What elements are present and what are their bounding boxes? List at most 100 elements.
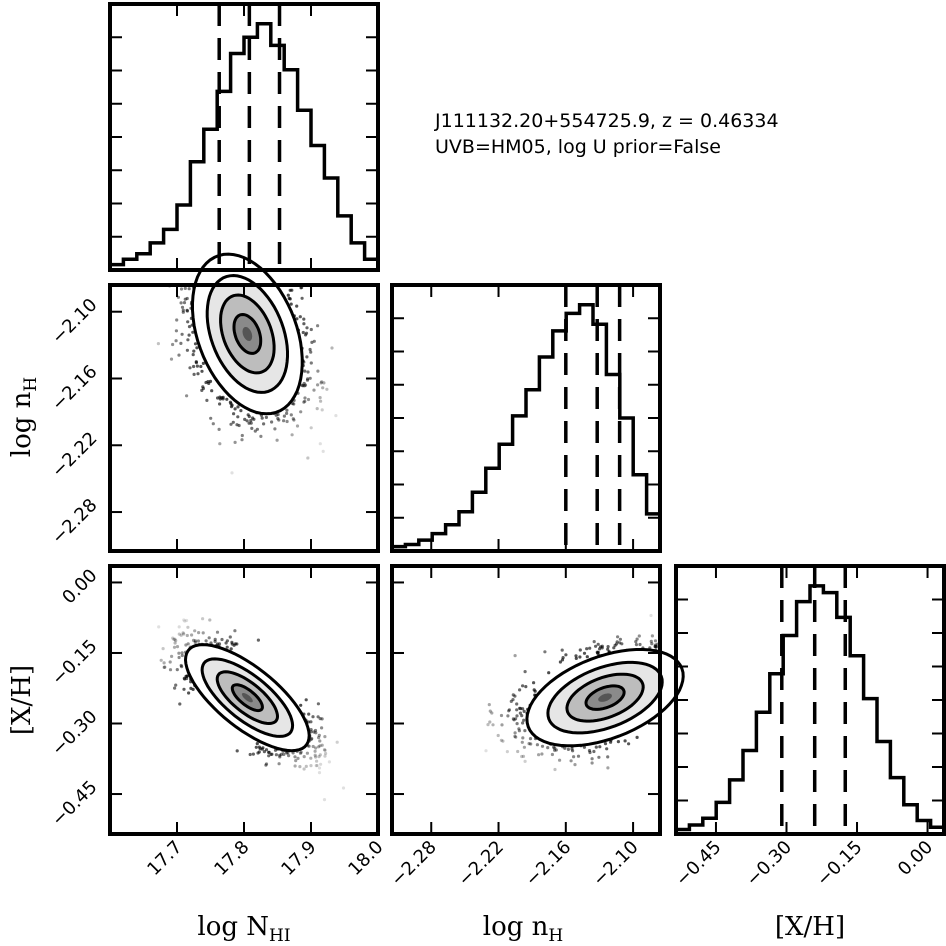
scatter-point xyxy=(320,743,324,747)
scatter-point xyxy=(193,640,197,645)
scatter-point xyxy=(323,754,327,758)
scatter-point xyxy=(689,679,692,682)
scatter-point xyxy=(227,243,230,246)
scatter-point xyxy=(516,749,520,754)
y-tick-label-log n_H-1: −2.22 xyxy=(48,428,102,482)
scatter-point xyxy=(303,396,307,400)
scatter-point xyxy=(522,718,526,722)
contour-level-1.5 xyxy=(219,293,276,375)
scatter-point xyxy=(315,759,319,763)
scatter-point xyxy=(162,665,166,670)
scatter-point xyxy=(269,752,273,757)
scatter-point xyxy=(585,655,589,659)
scatter-point xyxy=(513,734,517,739)
scatter-point xyxy=(513,654,517,658)
scatter-point xyxy=(294,759,298,763)
scatter-point xyxy=(320,408,324,412)
scatter-point xyxy=(320,380,324,384)
scatter-point xyxy=(204,639,208,643)
hist-layer xyxy=(108,4,946,834)
scatter-point xyxy=(582,651,587,655)
scatter-point xyxy=(208,234,211,237)
scatter-point xyxy=(180,332,184,336)
scatter-point xyxy=(606,645,610,649)
contour-level-2 xyxy=(584,684,626,711)
scatter-point xyxy=(572,755,576,759)
scatter-point xyxy=(308,347,312,352)
scatter-point xyxy=(613,643,617,648)
scatter-point xyxy=(595,650,599,654)
scatter-point xyxy=(183,286,187,290)
scatter-point xyxy=(257,261,260,264)
scatter-point xyxy=(191,259,194,262)
x-tick-label-[X/H]-0: −0.45 xyxy=(672,837,726,891)
scatter-point xyxy=(558,660,563,664)
scatter-point xyxy=(623,739,627,743)
scatter-point xyxy=(693,648,696,651)
ylabel-param-1-sub: H xyxy=(21,377,41,392)
scatter-point xyxy=(221,265,224,268)
scatter-point xyxy=(511,693,515,697)
scatter-point xyxy=(189,686,193,691)
scatter-point xyxy=(187,325,192,329)
scatter-point xyxy=(598,745,602,749)
scatter-point xyxy=(319,381,323,385)
scatter-point xyxy=(255,427,259,431)
scatter-point xyxy=(307,712,311,716)
scatter-point xyxy=(532,688,536,692)
scatter-point xyxy=(709,648,712,651)
scatter-point xyxy=(177,632,181,636)
scatter-point xyxy=(185,348,189,352)
scatter-point xyxy=(227,258,230,261)
scatter-point xyxy=(218,442,222,446)
scatter-point xyxy=(515,708,519,712)
scatter-point xyxy=(198,260,201,263)
scatter-point xyxy=(286,293,290,297)
scatter-point xyxy=(316,715,320,719)
scatter-point xyxy=(174,329,178,333)
scatter-point xyxy=(484,749,488,753)
joint-content xyxy=(157,617,378,802)
scatter-point xyxy=(283,278,286,281)
histogram-log n_H xyxy=(390,302,662,551)
scatter-point xyxy=(292,418,296,422)
scatter-point xyxy=(663,727,666,730)
scatter-point xyxy=(522,745,527,749)
scatter-point xyxy=(208,276,211,279)
scatter-point xyxy=(248,752,252,757)
scatter-point xyxy=(304,764,308,769)
scatter-point xyxy=(203,229,206,232)
joint-contours-0 xyxy=(191,252,304,416)
scatter-point xyxy=(229,233,232,236)
scatter-point xyxy=(566,747,571,752)
scatter-point xyxy=(252,417,256,421)
scatter-point xyxy=(291,417,295,421)
scatter-point xyxy=(199,364,203,369)
scatter-point xyxy=(274,753,278,757)
scatter-point xyxy=(209,238,212,241)
scatter-point xyxy=(199,262,202,265)
scatter-point xyxy=(521,754,526,759)
scatter-point xyxy=(334,414,338,418)
scatter-point xyxy=(309,350,313,354)
scatter-point xyxy=(605,747,609,751)
scatter-point xyxy=(195,346,199,350)
xlabel-param-0-sub: HI xyxy=(269,926,291,946)
scatter-point xyxy=(259,434,263,438)
xlabel-param-1-main: log n xyxy=(483,912,549,942)
scatter-point xyxy=(649,639,653,644)
scatter-point xyxy=(590,757,594,761)
ticks-panel-0-2 xyxy=(110,566,378,834)
scatter-point xyxy=(198,265,201,268)
scatter-point xyxy=(225,397,229,401)
scatter-point xyxy=(249,421,253,425)
scatter-point xyxy=(173,641,177,645)
scatter-point xyxy=(606,766,610,770)
scatter-point xyxy=(553,767,557,772)
scatter-point xyxy=(175,318,179,322)
scatter-point xyxy=(293,755,297,759)
scatter-point xyxy=(209,265,212,268)
scatter-point xyxy=(564,653,568,657)
scatter-point xyxy=(308,376,312,380)
scatter-point xyxy=(199,262,202,265)
